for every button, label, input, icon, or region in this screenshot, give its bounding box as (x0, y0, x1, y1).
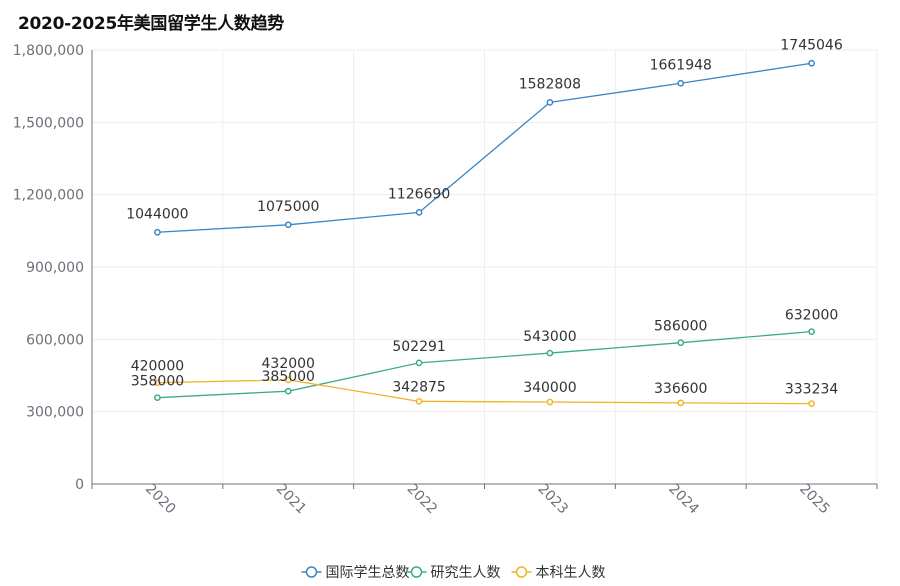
data-point[interactable] (415, 397, 423, 405)
data-point[interactable] (808, 400, 815, 408)
series-line (157, 330, 812, 399)
x-tick-label: 2022 (404, 481, 441, 518)
x-tick-label: 2025 (796, 481, 833, 518)
data-label: 336600 (654, 381, 707, 397)
data-label: 586000 (654, 319, 707, 335)
data-label: 632000 (785, 308, 838, 324)
y-tick-label: 0 (75, 477, 84, 493)
data-label: 358000 (131, 374, 184, 390)
y-tick-label: 1,500,000 (13, 115, 84, 131)
data-point[interactable] (154, 228, 161, 236)
chart-title: 2020-2025年美国留学生人数趋势 (18, 14, 284, 34)
data-point[interactable] (677, 399, 685, 407)
legend[interactable]: 国际学生总数 研究生人数 本科生人数 (301, 565, 606, 581)
data-label: 1582808 (519, 76, 581, 92)
legend-label: 研究生人数 (431, 565, 501, 581)
series-line (157, 62, 812, 233)
data-label: 385000 (262, 369, 315, 385)
data-point[interactable] (808, 328, 815, 335)
y-tick-label: 900,000 (26, 260, 84, 276)
data-label: 1745046 (780, 37, 842, 53)
data-point[interactable] (415, 359, 423, 367)
legend-marker (410, 566, 423, 578)
x-tick-label: 2021 (273, 481, 310, 518)
series-lines (154, 59, 815, 408)
data-label: 420000 (131, 359, 184, 375)
data-point[interactable] (546, 349, 554, 357)
grid-lines (92, 49, 878, 484)
legend-item[interactable]: 研究生人数 (406, 565, 501, 581)
y-tick-label: 600,000 (26, 332, 84, 348)
data-label: 1661948 (650, 57, 712, 73)
data-point[interactable] (546, 398, 554, 406)
legend-label: 国际学生总数 (326, 565, 410, 581)
data-point[interactable] (284, 221, 292, 229)
series-line (157, 379, 812, 405)
data-label: 1075000 (257, 199, 319, 215)
data-labels: 1044000 1075000 1126690 1582808 1661948 17450… (126, 37, 843, 397)
legend-marker (305, 566, 318, 578)
data-point[interactable] (546, 99, 554, 106)
data-label: 342875 (392, 379, 445, 395)
data-point[interactable] (677, 79, 685, 87)
legend-item[interactable]: 本科生人数 (511, 565, 606, 581)
data-label: 502291 (392, 339, 445, 355)
y-tick-label: 1,800,000 (13, 43, 84, 59)
data-point[interactable] (154, 379, 161, 387)
data-point[interactable] (415, 208, 423, 216)
data-label: 340000 (523, 380, 576, 396)
axes: 0 300,000 600,000 900,000 1,200,000 1,500,000… (13, 43, 878, 518)
x-tick-label: 2020 (142, 481, 179, 518)
data-point[interactable] (284, 387, 292, 395)
legend-label: 本科生人数 (536, 565, 606, 581)
data-label: 432000 (262, 356, 315, 372)
data-point[interactable] (677, 339, 685, 347)
x-tick-label: 2023 (534, 481, 571, 518)
x-tick-label: 2024 (665, 481, 702, 518)
legend-marker (515, 566, 528, 578)
data-label: 333234 (785, 382, 839, 398)
data-point[interactable] (808, 59, 815, 67)
data-point[interactable] (284, 376, 292, 384)
data-label: 1044000 (126, 206, 188, 222)
legend-item[interactable]: 国际学生总数 (301, 565, 410, 581)
data-label: 1126690 (388, 186, 450, 202)
y-tick-label: 300,000 (26, 405, 84, 421)
data-point[interactable] (154, 394, 161, 402)
y-tick-label: 1,200,000 (13, 188, 84, 204)
data-label: 543000 (523, 329, 576, 345)
